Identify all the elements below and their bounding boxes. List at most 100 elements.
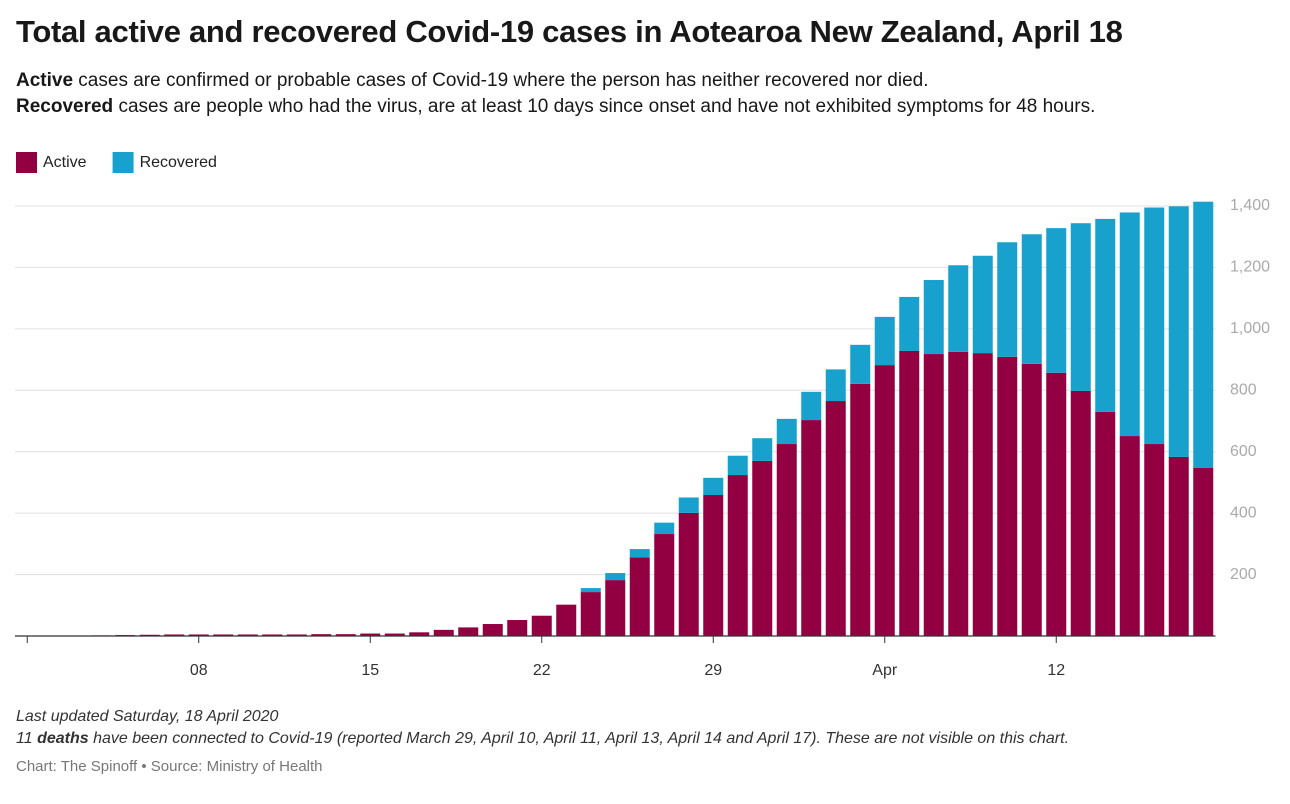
legend-swatch [112, 152, 134, 173]
bar [1046, 228, 1067, 373]
bar [237, 634, 258, 636]
bar [580, 588, 601, 593]
bar [1144, 444, 1165, 636]
bar [727, 455, 748, 476]
bar [262, 634, 283, 636]
bar [482, 624, 503, 636]
subtitle-text: cases are people who had the virus, are … [113, 96, 1096, 117]
bar [1144, 207, 1165, 445]
bar [188, 634, 209, 636]
bar [311, 634, 332, 636]
bar [654, 522, 675, 535]
bar [850, 383, 871, 636]
bar [801, 420, 822, 636]
bar [1095, 218, 1116, 412]
bar [874, 316, 895, 366]
bar [923, 280, 944, 355]
y-tick-label: 200 [1230, 566, 1257, 583]
bar [384, 633, 405, 636]
bar [286, 634, 307, 636]
bar [458, 627, 479, 636]
y-tick-label: 1,200 [1230, 259, 1270, 276]
bar [776, 418, 797, 445]
bar [923, 354, 944, 636]
bar [1193, 201, 1214, 468]
bar [997, 242, 1018, 357]
bar [654, 534, 675, 636]
y-tick-label: 600 [1230, 443, 1257, 460]
bar [1168, 456, 1189, 636]
note-bold: deaths [37, 730, 89, 747]
bar [409, 632, 430, 636]
bar [825, 369, 846, 402]
note-text: have been connected to Covid-19 (reporte… [88, 730, 1070, 747]
bar [1021, 234, 1042, 364]
bar [335, 634, 356, 636]
bar [776, 444, 797, 636]
bar [360, 633, 381, 636]
bar [1193, 467, 1214, 636]
y-tick-label: 1,400 [1230, 197, 1270, 214]
chart-title: Total active and recovered Covid-19 case… [16, 14, 1123, 49]
bar [507, 620, 528, 636]
bar [139, 634, 160, 636]
bar [629, 557, 650, 636]
updated-note: Last updated Saturday, 18 April 2020 [16, 708, 279, 725]
bar [899, 350, 920, 636]
x-tick-label: Apr [872, 662, 898, 679]
legend-swatch [16, 152, 37, 173]
note-text: 11 [16, 730, 38, 747]
bar [972, 353, 993, 636]
bar [1070, 390, 1091, 636]
bar [825, 401, 846, 636]
bar [972, 255, 993, 354]
bar [678, 497, 699, 513]
subtitle-line: Recovered cases are people who had the v… [16, 96, 1095, 118]
bar [899, 296, 920, 351]
subtitle-text: cases are confirmed or probable cases of… [73, 70, 929, 91]
y-tick-label: 800 [1230, 382, 1257, 399]
bar [433, 629, 454, 636]
bar [1095, 411, 1116, 636]
bar [703, 495, 724, 636]
x-tick-label: 08 [190, 662, 208, 679]
bar [801, 391, 822, 421]
subtitle-line: Active cases are confirmed or probable c… [16, 70, 929, 92]
bar [752, 438, 773, 461]
bar [850, 344, 871, 384]
bar [213, 634, 234, 636]
legend-label: Recovered [140, 154, 217, 171]
bar [678, 512, 699, 636]
bar [727, 475, 748, 636]
x-tick-label: 12 [1047, 662, 1065, 679]
credit: Chart: The Spinoff • Source: Ministry of… [16, 758, 323, 775]
bar [1119, 212, 1140, 437]
bar [556, 604, 577, 636]
subtitle-bold: Active [16, 70, 74, 91]
bar [164, 634, 185, 636]
bar [1021, 363, 1042, 636]
bar [605, 580, 626, 636]
bar [1070, 223, 1091, 391]
bar [703, 477, 724, 496]
bar [948, 351, 969, 636]
bar [948, 265, 969, 352]
bar [752, 460, 773, 636]
x-tick-label: 22 [533, 662, 551, 679]
bar [1168, 206, 1189, 457]
bar [997, 356, 1018, 636]
bar [1119, 436, 1140, 636]
x-tick-label: 29 [704, 662, 722, 679]
subtitle-bold: Recovered [16, 96, 114, 117]
bar [605, 573, 626, 581]
legend-label: Active [43, 154, 87, 171]
deaths-note: 11 deaths have been connected to Covid-1… [16, 730, 1069, 748]
bar [629, 549, 650, 558]
bar [1046, 372, 1067, 636]
y-tick-label: 400 [1230, 504, 1257, 521]
y-tick-label: 1,000 [1230, 320, 1270, 337]
x-tick-label: 15 [361, 662, 379, 679]
bar [531, 615, 552, 636]
